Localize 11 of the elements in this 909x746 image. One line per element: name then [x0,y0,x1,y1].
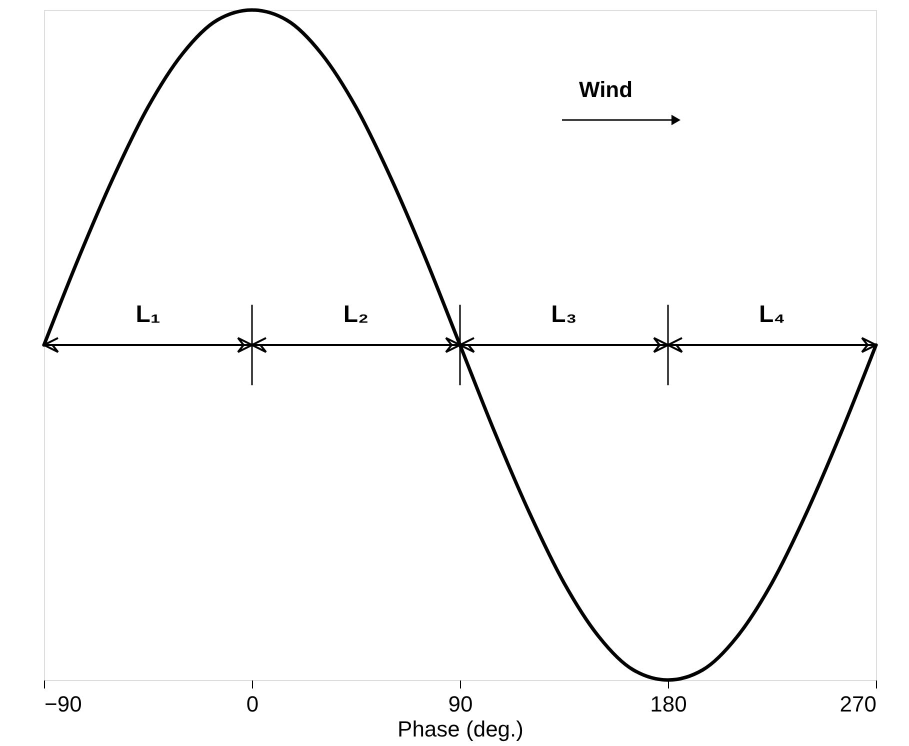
x-tick-label: −90 [44,692,82,716]
x-tick-label: 270 [840,692,876,716]
x-axis-title: Phase (deg.) [398,716,524,742]
annotation: L₄ [758,301,786,328]
x-tick-label: 180 [650,692,687,716]
annotation: L₂ [343,301,369,328]
x-tick-label: 90 [448,692,473,716]
annotation: L₃ [551,301,577,328]
x-tick-label: 0 [246,692,259,716]
annotation: L₁ [136,301,160,328]
annotation: Wind [579,77,633,102]
